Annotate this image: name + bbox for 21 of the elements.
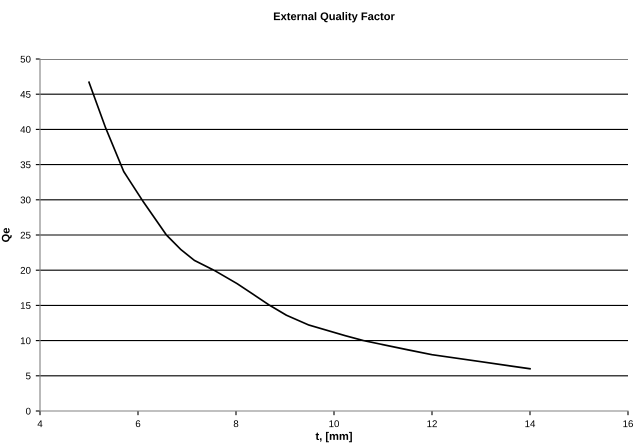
y-tick-label: 10 [20,337,31,344]
y-tick-label: 0 [26,408,31,415]
x-tick-label: 16 [623,420,633,428]
y-tick-label: 25 [20,232,31,239]
y-tick-label: 30 [20,196,31,204]
y-tick-label: 40 [20,126,31,134]
y-tick-label: 20 [20,266,31,274]
x-axis-title: t, [mm] [316,432,352,442]
y-tick-label: 15 [20,302,31,310]
x-tick-label: 10 [329,420,340,428]
x-tick-label: 6 [136,420,140,428]
y-tick-label: 50 [20,56,31,63]
y-tick-label: 45 [20,91,31,98]
x-tick-label: 12 [427,420,437,428]
x-tick-label: 8 [234,420,238,428]
chart-title: External Quality Factor [274,12,395,22]
y-tick-label: 5 [26,372,31,380]
x-tick-label: 14 [525,420,536,428]
y-axis-title: Qe [2,228,12,242]
x-tick-label: 4 [38,420,42,428]
y-tick-label: 35 [20,161,31,168]
